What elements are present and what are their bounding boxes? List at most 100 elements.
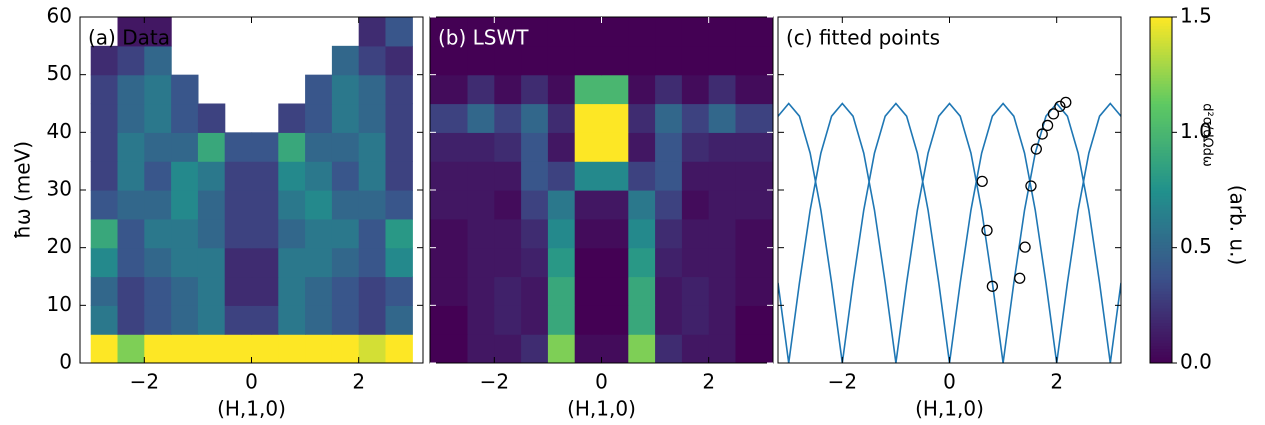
y-tick-label: 20 <box>47 234 72 258</box>
heatmap-cell <box>735 132 773 162</box>
colorbar-gradient <box>1150 230 1172 234</box>
colorbar-gradient <box>1150 319 1172 324</box>
heatmap-cell <box>735 247 773 278</box>
colorbar-gradient <box>1150 155 1172 159</box>
heatmap-cell <box>278 218 306 249</box>
colorbar-gradient <box>1150 140 1172 145</box>
heatmap-cell <box>430 247 469 278</box>
heatmap-cell <box>708 45 737 76</box>
colorbar-gradient <box>1150 97 1172 102</box>
colorbar-gradient <box>1150 311 1172 315</box>
heatmap-cell <box>305 247 333 278</box>
heatmap-cell <box>681 247 710 278</box>
colorbar-gradient <box>1150 31 1172 35</box>
colorbar-gradient <box>1150 259 1172 263</box>
fitted-point <box>981 224 993 237</box>
heatmap-cell <box>628 247 656 278</box>
heatmap-cell <box>171 161 199 191</box>
heatmap-cell <box>331 132 360 162</box>
colorbar-gradient <box>1150 190 1172 194</box>
heatmap-cell <box>681 161 710 191</box>
colorbar-gradient <box>1150 143 1172 148</box>
colorbar-gradient <box>1150 51 1172 55</box>
colorbar-gradient <box>1150 83 1172 87</box>
x-tick-label: −2 <box>130 370 159 394</box>
heatmap-cell <box>735 334 773 363</box>
heatmap-cell <box>331 218 360 249</box>
heatmap-cell <box>430 103 469 133</box>
heatmap-cell <box>197 276 226 306</box>
heatmap-cell <box>735 103 773 133</box>
y-tick-label: 50 <box>47 61 72 85</box>
colorbar-gradient <box>1150 302 1172 306</box>
heatmap-cell <box>655 276 683 306</box>
heatmap-cell <box>655 45 683 76</box>
y-tick-label: 10 <box>47 292 72 316</box>
heatmap-cell <box>305 276 333 306</box>
heatmap-cell <box>430 161 469 191</box>
heatmap-cell <box>385 45 413 76</box>
heatmap-cell <box>735 161 773 191</box>
heatmap-cell <box>430 218 469 249</box>
heatmap-cell <box>144 161 172 191</box>
heatmap-cell <box>628 334 656 363</box>
heatmap-cell <box>681 103 710 133</box>
heatmap-cell <box>144 45 172 76</box>
colorbar-gradient <box>1150 285 1172 289</box>
heatmap-cell <box>430 276 469 306</box>
heatmap-cell <box>251 305 279 335</box>
heatmap-cell <box>171 132 199 162</box>
colorbar-gradient <box>1150 328 1172 332</box>
heatmap-cell <box>708 161 737 191</box>
heatmap-cell <box>467 161 495 191</box>
colorbar-gradient <box>1150 354 1172 358</box>
heatmap-cell <box>628 218 656 249</box>
heatmap-cell <box>90 132 119 162</box>
fitted-point <box>1025 180 1037 192</box>
colorbar-gradient <box>1150 63 1172 67</box>
colorbar-gradient <box>1150 34 1172 38</box>
colorbar-gradient <box>1150 250 1172 254</box>
plot-area <box>430 17 773 363</box>
heatmap-cell <box>251 276 279 306</box>
heatmap-cell <box>521 218 549 249</box>
heatmap-cell <box>171 276 199 306</box>
heatmap-cell <box>224 190 253 220</box>
heatmap-cell <box>467 132 495 162</box>
heatmap-cell <box>467 218 495 249</box>
colorbar-gradient <box>1150 146 1172 151</box>
heatmap-cell <box>278 276 306 306</box>
colorbar-gradient <box>1150 345 1172 350</box>
colorbar-tick-label: 0.5 <box>1180 234 1212 258</box>
heatmap-cell <box>197 218 226 249</box>
heatmap-cell <box>521 103 549 133</box>
heatmap-cell <box>547 190 576 220</box>
colorbar-gradient <box>1150 175 1172 179</box>
heatmap-cell <box>655 103 683 133</box>
heatmap-cell <box>547 334 576 363</box>
heatmap-cell <box>521 247 549 278</box>
heatmap-cell <box>251 190 279 220</box>
colorbar-gradient <box>1150 253 1172 257</box>
colorbar-gradient <box>1150 276 1172 280</box>
heatmap-cell <box>251 161 279 191</box>
heatmap-cell <box>385 161 413 191</box>
heatmap-cell <box>385 334 413 363</box>
heatmap-cell <box>278 132 306 162</box>
heatmap-cell <box>144 74 172 105</box>
colorbar-gradient <box>1150 103 1172 107</box>
heatmap-cell <box>735 190 773 220</box>
heatmap-cell <box>358 74 387 105</box>
colorbar-gradient <box>1150 296 1172 301</box>
heatmap-cell <box>521 334 549 363</box>
heatmap-cell <box>251 334 279 363</box>
heatmap-cell <box>358 305 387 335</box>
fitted-point <box>1036 128 1048 140</box>
heatmap-cell <box>171 334 199 363</box>
colorbar-gradient <box>1150 181 1172 185</box>
heatmap-cell <box>197 161 226 191</box>
heatmap-cell <box>601 132 629 162</box>
colorbar-gradient <box>1150 331 1172 335</box>
heatmap-cell <box>467 17 495 47</box>
colorbar-gradient <box>1150 112 1172 116</box>
